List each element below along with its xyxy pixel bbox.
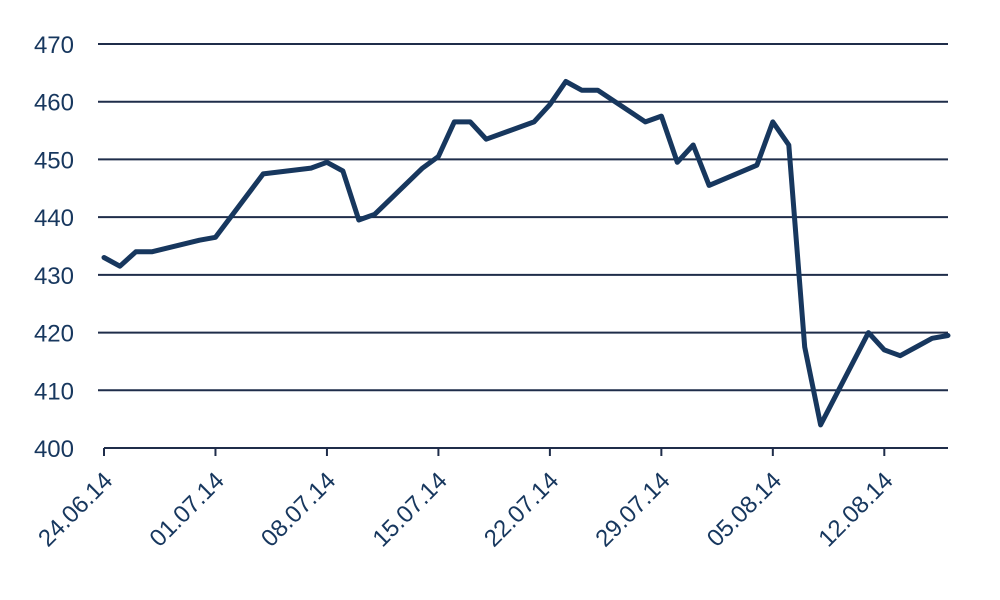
y-tick-label: 450 bbox=[34, 147, 74, 174]
x-tick-label: 24.06.14 bbox=[33, 467, 118, 552]
y-tick-label: 400 bbox=[34, 436, 74, 463]
y-tick-label: 470 bbox=[34, 32, 74, 59]
y-tick-label: 440 bbox=[34, 205, 74, 232]
x-tick-label: 01.07.14 bbox=[145, 467, 230, 552]
x-axis: 24.06.14 01.07.14 08.07.14 15.07.14 22.07.14… bbox=[33, 447, 948, 552]
plot-area bbox=[101, 79, 951, 428]
x-tick-label: 05.08.14 bbox=[702, 467, 787, 552]
y-axis-ticks: 400 410 420 430 440 450 460 470 bbox=[34, 32, 74, 463]
series-line bbox=[101, 79, 951, 428]
x-tick-label: 22.07.14 bbox=[479, 467, 564, 552]
x-tick-label: 29.07.14 bbox=[590, 467, 675, 552]
y-tick-label: 430 bbox=[34, 263, 74, 290]
x-tick-label: 08.07.14 bbox=[256, 467, 341, 552]
y-tick-label: 420 bbox=[34, 321, 74, 348]
x-tick-label: 12.08.14 bbox=[813, 467, 898, 552]
gridlines bbox=[98, 43, 948, 392]
x-tick-label: 15.07.14 bbox=[368, 467, 453, 552]
y-tick-label: 460 bbox=[34, 90, 74, 117]
y-tick-label: 410 bbox=[34, 378, 74, 405]
